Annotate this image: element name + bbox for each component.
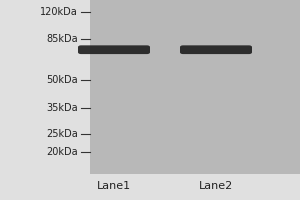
Text: Lane1: Lane1 bbox=[97, 181, 131, 191]
Text: Lane2: Lane2 bbox=[199, 181, 233, 191]
Text: 20kDa: 20kDa bbox=[46, 147, 78, 157]
Text: 85kDa: 85kDa bbox=[46, 34, 78, 44]
Text: 120kDa: 120kDa bbox=[40, 7, 78, 17]
Bar bbox=[90, 0, 300, 174]
FancyBboxPatch shape bbox=[180, 45, 252, 54]
Text: 25kDa: 25kDa bbox=[46, 129, 78, 139]
Text: 35kDa: 35kDa bbox=[46, 103, 78, 113]
FancyBboxPatch shape bbox=[78, 45, 150, 54]
Text: 50kDa: 50kDa bbox=[46, 75, 78, 85]
